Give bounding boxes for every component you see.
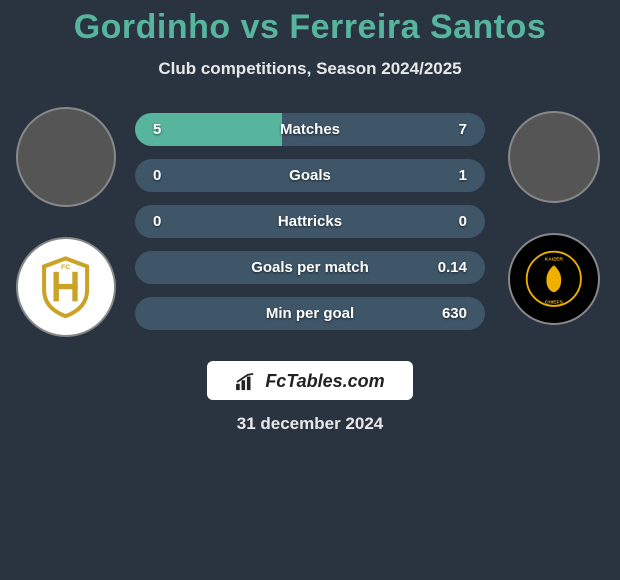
right-player-column: KAIZER CHIEFS <box>499 107 609 325</box>
footer: FcTables.com 31 december 2024 <box>0 361 620 434</box>
stat-right-value: 630 <box>431 305 467 322</box>
player-right-avatar <box>508 111 600 203</box>
svg-text:KAIZER: KAIZER <box>545 257 564 263</box>
stat-row: 5Matches7 <box>135 113 485 146</box>
page-title: Gordinho vs Ferreira Santos <box>0 8 620 47</box>
stat-row: 0Hattricks0 <box>135 205 485 238</box>
club-left-icon: FC <box>32 253 99 320</box>
svg-text:CHIEFS: CHIEFS <box>545 300 564 306</box>
stat-row: 0Goals1 <box>135 159 485 192</box>
chart-icon <box>235 373 257 391</box>
stat-row: Min per goal630 <box>135 297 485 330</box>
left-player-column: FC <box>11 107 121 337</box>
brand-text: FcTables.com <box>265 371 384 392</box>
stat-row: Goals per match0.14 <box>135 251 485 284</box>
stats-column: 5Matches7 0Goals1 0Hattricks0 Goals per mat… <box>135 107 485 330</box>
brand-badge: FcTables.com <box>207 361 412 400</box>
stat-right-value: 0.14 <box>431 259 467 276</box>
date-label: 31 december 2024 <box>237 414 384 434</box>
stat-right-value: 1 <box>431 167 467 184</box>
stat-right-value: 7 <box>431 121 467 138</box>
player-left-club-logo: FC <box>16 237 116 337</box>
svg-text:FC: FC <box>62 265 71 272</box>
player-right-club-logo: KAIZER CHIEFS <box>508 233 600 325</box>
player-left-avatar <box>16 107 116 207</box>
comparison-panel: FC 5Matches7 0Goals1 0Hattricks0 Goals per … <box>0 107 620 337</box>
subtitle: Club competitions, Season 2024/2025 <box>0 59 620 79</box>
club-right-icon: KAIZER CHIEFS <box>523 248 585 310</box>
stat-right-value: 0 <box>431 213 467 230</box>
